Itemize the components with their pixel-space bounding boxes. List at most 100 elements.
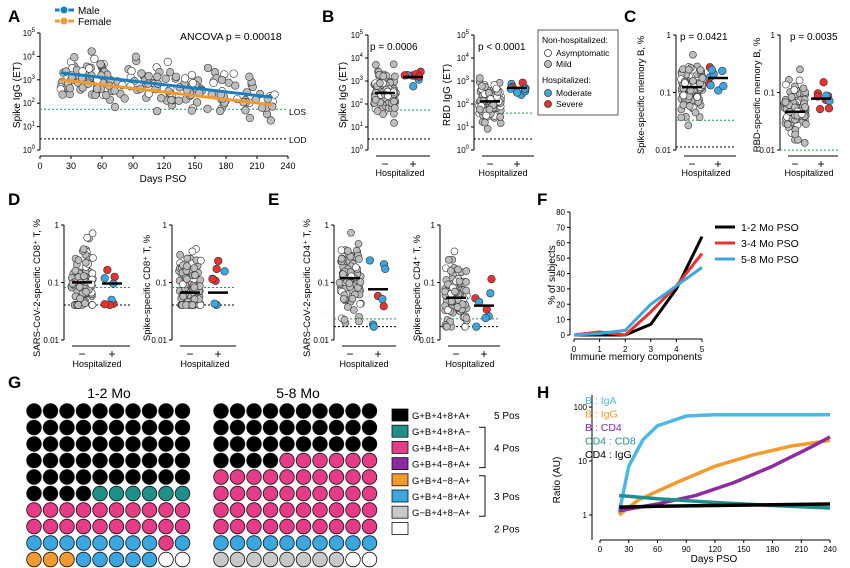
panel-g-cell xyxy=(295,535,312,551)
panel-c-rbd-p: p = 0.0035 xyxy=(790,32,838,43)
panel-d-left: 0.01 0.1 1 − + xyxy=(43,221,130,361)
panel-g-cell xyxy=(312,452,328,469)
hosp-legend-moderate: Moderate xyxy=(556,88,592,98)
panel-g-cell xyxy=(92,551,108,568)
panel-d-right-point-nonhosp xyxy=(188,247,197,256)
panel-f-y-tick-label: 10 xyxy=(556,316,565,325)
panel-c-spike-point-hosp xyxy=(719,82,728,91)
panel-c-spike-point-nonhosp xyxy=(698,74,707,82)
panel-g-cell xyxy=(59,419,75,436)
panel-e-right-point-nonhosp xyxy=(462,278,470,286)
panel-g-cell xyxy=(75,485,92,502)
panel-g-legend-label: G−B+4+8−A+ xyxy=(412,508,471,519)
panel-g-cell xyxy=(345,403,361,419)
panel-e-right-point-nonhosp xyxy=(444,306,452,314)
panel-d-left-point-hosp xyxy=(110,272,119,281)
panel-a-point xyxy=(127,66,136,76)
panel-h-legend-label: B : IgG xyxy=(585,409,618,421)
panel-h-y-tick-label: 1 xyxy=(583,511,588,520)
panel-e-left-point-hosp xyxy=(378,294,387,304)
panel-g-cell xyxy=(295,502,312,518)
panel-f-x-tick-label: 3 xyxy=(649,345,654,354)
panel-h-line-2 xyxy=(618,438,831,517)
panel-d-right-point-nonhosp xyxy=(183,254,192,263)
panel-c-rbd-point-nonhosp xyxy=(800,139,809,147)
panel-e-right-point-nonhosp xyxy=(444,256,453,264)
legend-female-marker xyxy=(59,16,69,26)
panel-a-point xyxy=(65,84,75,93)
panel-d-left-point-nonhosp xyxy=(79,245,88,254)
panel-g-legend-swatch xyxy=(391,457,409,471)
panel-d-right-x-tick-plus: + xyxy=(214,347,221,361)
panel-e-left-point-nonhosp xyxy=(339,295,348,303)
panel-g-cell xyxy=(279,419,295,436)
panel-g-cell xyxy=(158,403,174,419)
panel-a-point xyxy=(153,72,162,81)
panel-g-cell xyxy=(279,485,295,502)
panel-g-cell xyxy=(279,469,295,485)
panel-g-cell xyxy=(92,436,108,452)
panel-g-cell xyxy=(174,436,191,452)
panel-g-cell xyxy=(174,502,191,518)
panel-e-left-point-nonhosp xyxy=(337,246,346,255)
panel-b-rbd-p: p < 0.0001 xyxy=(478,42,526,53)
panel-a-point xyxy=(229,69,238,78)
panel-g-cell xyxy=(59,469,75,485)
panel-g-cell xyxy=(312,436,328,452)
panel-a-axes: 100 101 102 103 104 105 0 30 60 90 120 150 180 210 240 xyxy=(23,28,296,171)
panel-g-cell xyxy=(328,502,345,518)
panel-letter-e: E xyxy=(268,190,279,209)
panel-g-cell xyxy=(345,551,361,568)
panel-h-x-tick-label: 210 xyxy=(795,545,809,554)
panel-h-legend-label: B : CD4 xyxy=(585,422,622,434)
panel-g-cell xyxy=(42,436,59,452)
panel-b-spike-point-nonhosp xyxy=(391,72,399,81)
panel-g-cell xyxy=(246,502,262,518)
panel-g-cell xyxy=(141,535,158,551)
panel-b-rbd: 100 101 102 103 104 105 − + xyxy=(457,30,534,171)
panel-b-spike-point-nonhosp xyxy=(371,95,380,104)
panel-a-point xyxy=(174,96,183,105)
panel-e-left-ylabel: SARS-CoV-2-specific CD4⁺ T, % xyxy=(302,219,313,357)
panel-d-right-point-hosp xyxy=(220,267,229,276)
panel-c-spike-point-nonhosp xyxy=(691,108,700,117)
panel-g-cell xyxy=(42,551,59,568)
panel-g-cell xyxy=(92,469,108,485)
panel-f-y-tick-label: 0 xyxy=(561,331,566,340)
panel-c-rbd: 0.01 0.1 1 − + xyxy=(759,31,838,171)
panel-g-cell xyxy=(262,452,279,469)
panel-c-rbd-ylabel: RBD-specific memory B, % xyxy=(752,37,763,152)
panel-g-cell xyxy=(262,535,279,551)
hosp-legend-mild: Mild xyxy=(556,59,572,69)
panel-h-x-tick-label: 90 xyxy=(682,545,691,554)
panel-b-rbd-xlabel: Hospitalized xyxy=(478,168,527,178)
panel-d-right-point-hosp xyxy=(212,264,221,274)
panel-g-cell xyxy=(312,469,328,485)
panel-b: 100 101 102 103 104 105 − + 100 101 102 103 104 105 −… xyxy=(338,30,534,178)
panel-g-cell xyxy=(328,419,345,436)
panel-f-y-tick-label: 70 xyxy=(556,223,565,232)
panel-g-cell xyxy=(75,452,92,469)
panel-f-legend: 1-2 Mo PSO 3-4 Mo PSO 5-8 Mo PSO xyxy=(715,222,799,266)
panel-a-point xyxy=(157,94,166,103)
panel-a-y-tick-label: 101 xyxy=(23,122,36,132)
panel-g-cell xyxy=(174,403,191,419)
panel-letter-c: C xyxy=(624,7,636,26)
panel-h-x-tick-label: 0 xyxy=(598,545,603,554)
panel-g-cell xyxy=(295,485,312,502)
panel-a-point xyxy=(203,63,213,73)
panel-h-legend-label: CD4 : IgG xyxy=(585,449,632,461)
panel-c-spike-point-nonhosp xyxy=(681,79,689,87)
panel-letter-f: F xyxy=(537,190,547,209)
panel-g-cell xyxy=(141,485,158,502)
panel-b-spike-x-tick-plus: + xyxy=(409,157,416,171)
panel-a-y-tick-label: 102 xyxy=(23,98,36,108)
panel-g-cell xyxy=(141,551,158,568)
panel-g-cell xyxy=(345,535,361,551)
panel-letter-h: H xyxy=(537,383,549,402)
panel-d-right-point-nonhosp xyxy=(197,256,205,265)
panel-d-right-point-nonhosp xyxy=(191,271,199,279)
panel-h-x-tick-label: 60 xyxy=(653,545,662,554)
panel-e-right-y-tick-label: 0.1 xyxy=(424,279,436,288)
panel-e-right-point-nonhosp xyxy=(462,267,471,275)
